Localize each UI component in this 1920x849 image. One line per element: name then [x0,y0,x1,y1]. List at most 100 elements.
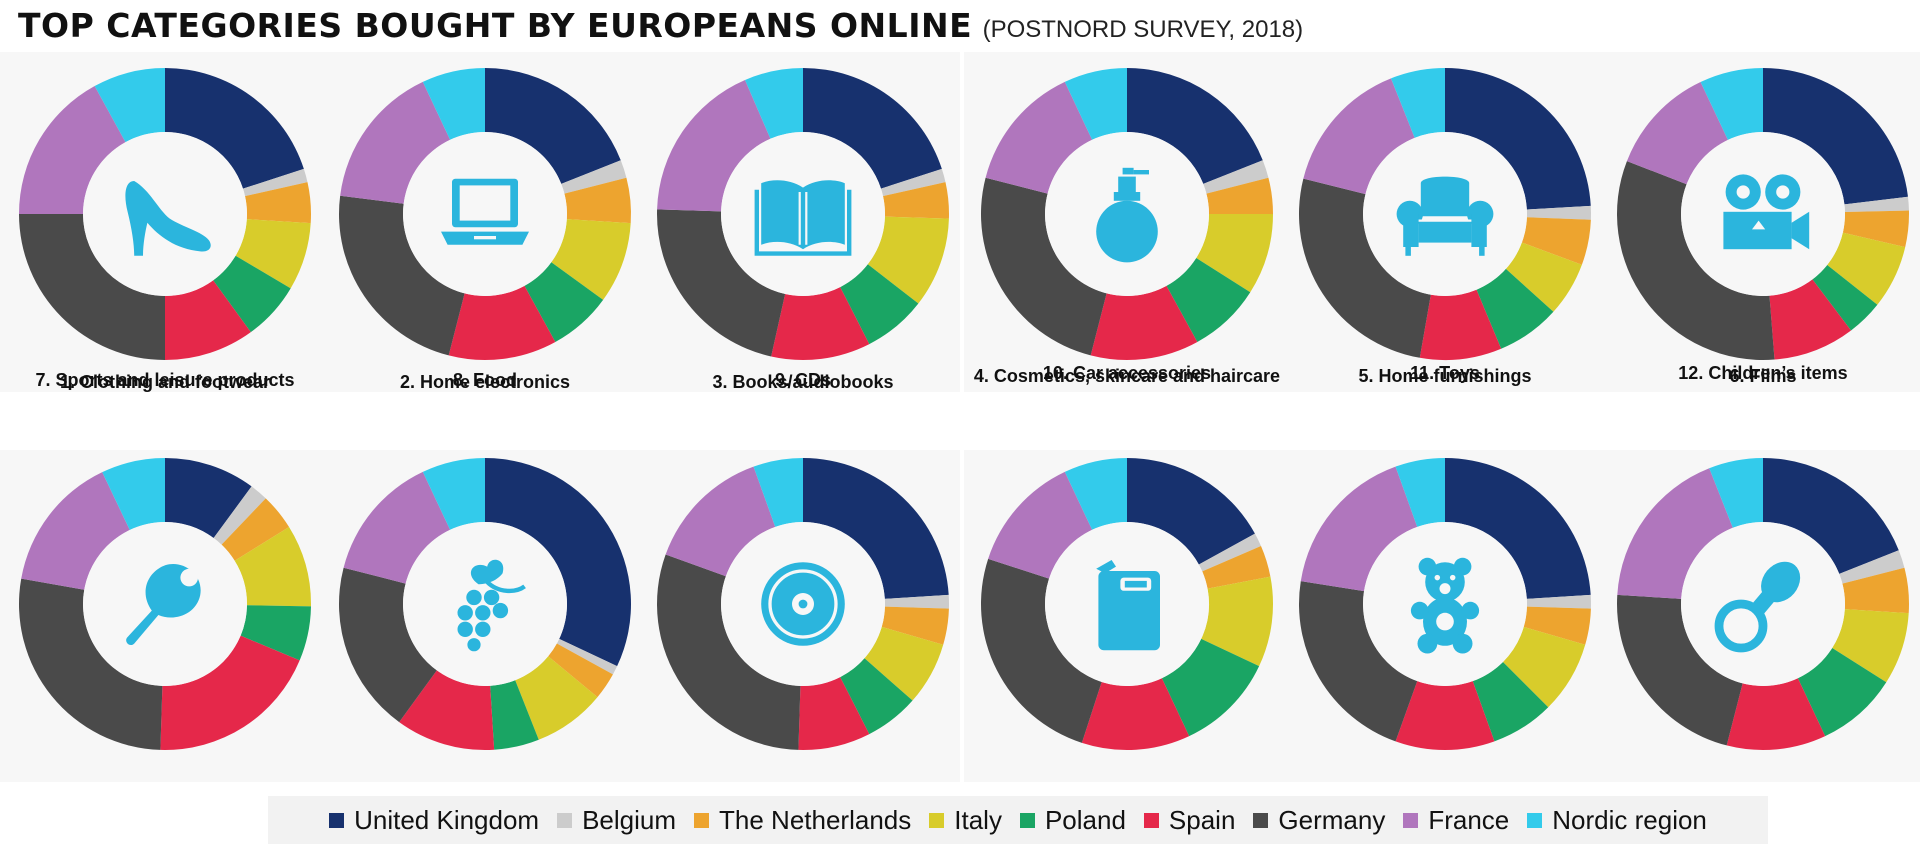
donut-segment-the-netherlands [1842,210,1909,248]
donut-chart-svg [18,458,312,750]
donut-chart: 9. CDs [648,370,958,792]
donut-segment-spain [1081,678,1190,750]
movie-camera-icon [1723,174,1810,250]
donut-segment-france [1626,82,1728,185]
legend: United Kingdom Belgium The Netherlands Ital… [268,796,1768,844]
donut-chart: 7. Sports and leisure products [10,370,320,792]
donut-center [403,522,567,686]
donut-chart-svg [339,458,631,750]
donut-segment-italy [1827,232,1906,305]
donut-chart-svg [981,68,1273,360]
donut-segment-france [657,80,771,212]
donut-segment-poland [1161,638,1260,737]
donut-segment-france [340,81,451,204]
donut-segment-italy [235,219,311,289]
chart-title-block: TOP CATEGORIES BOUGHT BY EUROPEANS ONLIN… [18,6,1303,45]
donut-segment-belgium [213,486,266,545]
donut-segment-poland [1812,264,1878,331]
donut-segment-belgium [1198,533,1261,572]
donut-segment-germany [657,209,786,357]
donut-segment-germany [19,214,165,360]
donut-segment-united-kingdom [1127,458,1255,565]
legend-label: United Kingdom [354,804,540,835]
laptop-icon [441,178,529,245]
donut-segment-germany [981,177,1107,356]
donut-segment-spain [448,285,556,360]
donut-segment-nordic-region [422,68,485,140]
donut-segment-poland [490,680,539,750]
donut-segment-united-kingdom [1763,68,1908,205]
donut-segment-france [1300,466,1418,592]
legend-swatch [694,812,710,828]
donut-segment-germany [1299,581,1418,742]
donut-chart-svg [1617,458,1909,750]
page-title: TOP CATEGORIES BOUGHT BY EUROPEANS ONLIN… [18,6,973,45]
donut-segment-nordic-region [94,68,165,143]
donut-segment-poland [524,262,604,342]
donut-segment-united-kingdom [165,68,304,189]
donut-segment-poland [840,658,913,735]
legend-swatch [929,812,945,828]
donut-segment-italy [1201,576,1273,667]
donut-segment-nordic-region [1700,68,1763,140]
donut-segment-spain [1769,279,1852,360]
legend-item: Belgium [557,805,676,836]
donut-segment-poland [1476,268,1554,349]
donut-segment-spain [1726,678,1826,750]
donut-segment-italy [1502,626,1586,708]
donut-segment-belgium [1844,196,1909,213]
donut-segment-france [21,472,130,590]
donut-segment-belgium [1839,550,1905,584]
donut-segment-spain [1395,681,1495,750]
chart-label: 4. Cosmetics, skincare and haircare [973,366,1281,386]
legend-item: The Netherlands [694,805,911,836]
donut-segment-spain [165,280,251,360]
donut-segment-the-netherlands [245,182,311,224]
legend-label: Nordic region [1552,804,1707,835]
legend-item: France [1403,805,1509,836]
donut-segment-poland [1166,257,1251,342]
chart-label: 6. Films [1729,366,1797,386]
donut-segment-italy [867,216,949,304]
legend-swatch [329,812,345,828]
donut-segment-spain [771,287,870,360]
donut-segment-united-kingdom [165,458,252,538]
donut-segment-nordic-region [1709,458,1763,528]
legend-label: Belgium [582,804,677,835]
armchair-icon [1396,176,1494,256]
donut-chart-svg [1617,68,1909,360]
donut-chart-svg [19,68,311,360]
donut-segment-france [988,471,1093,579]
donut-segment-spain [399,670,495,750]
chart-label: 3. Books/audiobooks [712,372,894,392]
legend-swatch [1527,812,1543,828]
donut-segment-france [1303,78,1415,195]
donut-segment-germany [657,554,801,750]
donut-segment-belgium [242,168,308,197]
donut-chart-svg [657,458,949,750]
donut-chart: 4. Cosmetics, skincare and haircare [972,62,1282,402]
legend-swatch [1253,812,1269,828]
chart-label: 8. Food [453,370,517,390]
donut-segment-germany [981,558,1102,743]
donut-segment-germany [18,578,163,750]
donut-segment-nordic-region [1390,68,1445,138]
donut-chart-svg [339,68,631,360]
legend-label: Italy [954,804,1002,835]
perfume-bottle-icon [1096,167,1158,263]
grapes-icon [457,559,526,652]
donut-segment-italy [515,656,598,740]
donut-segment-belgium [884,594,949,609]
donut-segment-germany [1299,178,1431,358]
legend-item: Nordic region [1527,805,1707,836]
donut-segment-nordic-region [1064,458,1127,530]
donut-segment-germany [1617,161,1775,360]
legend-label: Germany [1278,804,1386,835]
legend-label: The Netherlands [719,804,912,835]
legend-item: Spain [1143,805,1235,836]
chart-label: 5. Home furnishings [1358,366,1532,386]
chart-label: 9. CDs [774,370,832,390]
donut-segment-italy [1505,242,1582,312]
teddy-bear-icon [1410,557,1480,654]
donut-segment-the-netherlands [221,498,290,561]
